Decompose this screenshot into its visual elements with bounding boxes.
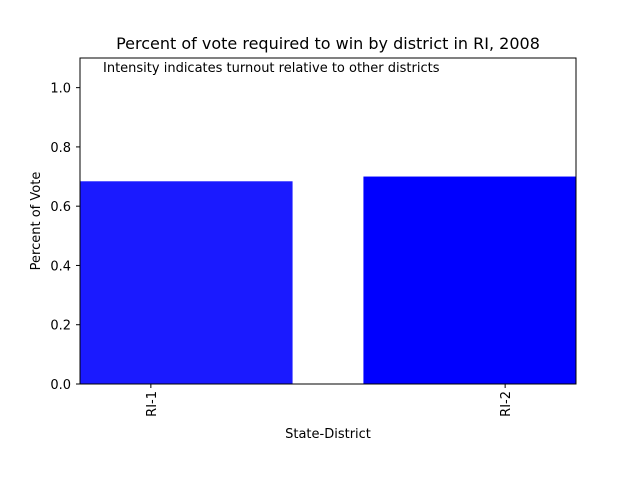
bar-ri-2 <box>363 176 576 384</box>
y-tick-label: 0.6 <box>50 200 71 215</box>
chart-annotation: Intensity indicates turnout relative to … <box>103 61 440 76</box>
bars-group <box>80 176 576 384</box>
y-tick-label: 0.0 <box>50 378 71 393</box>
y-tick-label: 0.4 <box>50 259 71 274</box>
y-axis: 0.0 0.2 0.4 0.6 0.8 1.0 <box>50 82 80 393</box>
x-axis: RI-1 RI-2 <box>145 384 514 417</box>
y-tick-label: 0.2 <box>50 319 71 334</box>
y-axis-label: Percent of Vote <box>29 172 44 271</box>
y-tick-label: 0.8 <box>50 141 71 156</box>
bar-ri-1 <box>80 181 293 384</box>
plot-frame <box>79 57 577 385</box>
x-tick-label-ri-1: RI-1 <box>145 391 160 417</box>
x-tick-label-ri-2: RI-2 <box>499 391 514 417</box>
y-tick-label: 1.0 <box>50 82 71 97</box>
chart-title: Percent of vote required to win by distr… <box>116 34 540 53</box>
x-axis-label: State-District <box>285 427 371 442</box>
